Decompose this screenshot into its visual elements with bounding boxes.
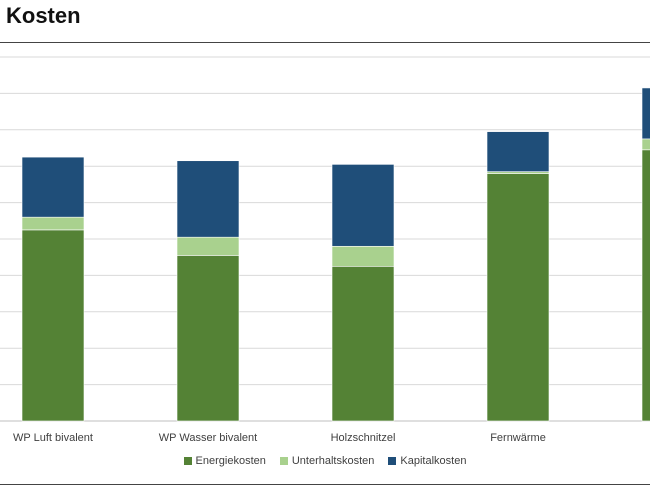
x-tick-label: Holzschnitzel xyxy=(331,432,396,444)
bar-kapitalkosten-1 xyxy=(176,160,240,238)
bar-energiekosten-2 xyxy=(331,265,395,422)
legend-label: Kapitalkosten xyxy=(400,455,467,467)
legend-swatch xyxy=(183,457,192,465)
x-tick-label: Fernwärme xyxy=(490,432,546,444)
bar-energiekosten-3 xyxy=(486,173,550,422)
gridlines xyxy=(0,56,650,422)
bars xyxy=(21,87,650,422)
legend-label: Energiekosten xyxy=(195,455,266,467)
legend-item: Energiekosten xyxy=(183,455,266,467)
bar-energiekosten-0 xyxy=(21,229,85,422)
bar-energiekosten-1 xyxy=(176,255,240,422)
stacked-bar-chart: WP Luft bivalent WP Wasser bivalent Holzsc… xyxy=(0,56,650,444)
bar-kapitalkosten-0 xyxy=(21,156,85,218)
bar-unterhaltskosten-1 xyxy=(176,236,240,256)
bar-unterhaltskosten-0 xyxy=(21,216,85,231)
legend: Energiekosten Unterhaltskosten Kapitalkost… xyxy=(0,455,650,467)
legend-swatch xyxy=(388,457,397,465)
bottom-divider xyxy=(0,484,650,485)
legend-item: Unterhaltskosten xyxy=(279,455,375,467)
bar-unterhaltskosten-4 xyxy=(641,138,650,151)
legend-label: Unterhaltskosten xyxy=(291,455,375,467)
x-tick-label: WP Luft bivalent xyxy=(13,432,93,444)
chart-title: Kosten xyxy=(6,3,81,28)
bar-kapitalkosten-4 xyxy=(641,87,650,140)
legend-swatch xyxy=(279,457,288,465)
bar-unterhaltskosten-2 xyxy=(331,245,395,267)
x-axis-labels: WP Luft bivalent WP Wasser bivalent Holzsc… xyxy=(13,432,546,444)
bar-kapitalkosten-3 xyxy=(486,131,550,172)
legend-item: Kapitalkosten xyxy=(388,455,466,467)
title-divider xyxy=(0,42,650,43)
bar-energiekosten-4 xyxy=(641,149,650,422)
x-tick-label: WP Wasser bivalent xyxy=(159,432,257,444)
bar-kapitalkosten-2 xyxy=(331,164,395,247)
